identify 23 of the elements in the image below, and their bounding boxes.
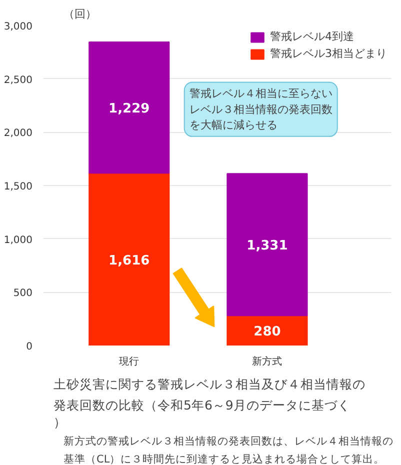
data-label: 1,616 [108,253,150,268]
legend-label: 警戒レベル4到達 [270,29,354,44]
x-tick-label: 現行 [119,356,140,368]
y-tick-label: 1,000 [4,234,33,246]
data-label: 280 [254,324,281,340]
y-tick-label: 2,000 [4,128,33,140]
y-axis-title: （回） [64,8,96,20]
bar [226,315,308,346]
y-tick-label: 1,500 [4,182,33,192]
bar [226,173,308,316]
bar [88,42,170,174]
annotation: 警戒レベル４相当に至らないレベル３相当情報の発表回数を大幅に減らせる [189,87,332,132]
legend-label: 警戒レベル3相当どまり [270,46,387,61]
y-tick-label: 3,000 [4,22,33,32]
x-tick-label: 新方式 [252,356,282,368]
y-tick-label: 500 [13,288,33,300]
text: 新方式の警戒レベル３相当情報の発表回数は、レベル４相当情報の基準（CL）に３時間先に到達すると見込まれる場合として算出。 [64,434,394,465]
data-label: 1,229 [108,102,150,117]
data-label: 1,331 [246,238,288,254]
bar [88,172,170,346]
y-tick-label: 0 [26,342,33,352]
y-tick-label: 2,500 [4,74,33,86]
text: 土砂災害に関する警戒レベル３相当及び４相当情報の発表回数の比較（令和5年6～9月のデータに基づく） [54,376,366,430]
